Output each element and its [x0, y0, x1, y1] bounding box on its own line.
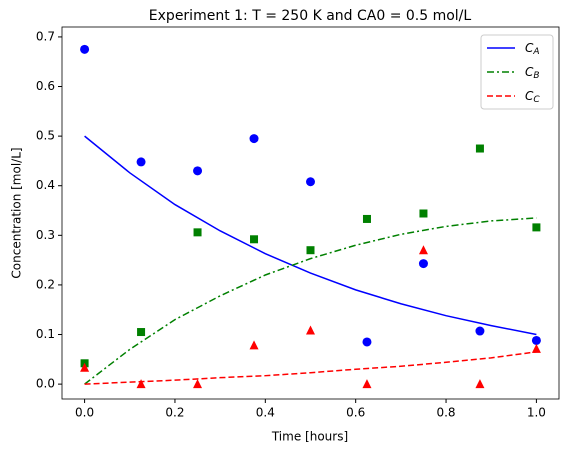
- point: [306, 246, 315, 255]
- x-tick-label: 0.0: [75, 406, 94, 420]
- x-tick-label: 0.8: [436, 406, 455, 420]
- point: [250, 235, 259, 244]
- plot-frame: [61, 26, 560, 400]
- y-axis-label: Concentration [mol/L]: [10, 147, 24, 278]
- point: [532, 223, 541, 232]
- y-tick-label: 0.1: [36, 327, 55, 341]
- point: [475, 326, 485, 336]
- point: [475, 379, 485, 389]
- point: [362, 379, 372, 389]
- line-series: [84, 217, 537, 385]
- y-tick-label: 0.7: [36, 29, 55, 43]
- y-tick-label: 0.2: [36, 277, 55, 291]
- point: [362, 337, 372, 347]
- point: [306, 177, 315, 187]
- y-tick-label: 0.5: [36, 129, 55, 143]
- point: [531, 335, 541, 345]
- x-tick-label: 0.4: [256, 406, 275, 420]
- x-tick-label: 0.2: [165, 406, 184, 420]
- legend-label: CC: [525, 89, 540, 105]
- point: [193, 166, 203, 176]
- point: [418, 259, 428, 269]
- y-tick-label: 0.0: [36, 377, 55, 391]
- legend-label: CA: [525, 41, 540, 57]
- point: [80, 44, 90, 54]
- point: [193, 228, 202, 237]
- point: [362, 214, 371, 223]
- x-axis-label: Time [hours]: [271, 430, 348, 444]
- point: [531, 343, 541, 353]
- chart-title: Experiment 1: T = 250 K and CA0 = 0.5 mo…: [149, 8, 472, 24]
- point: [80, 362, 90, 372]
- point: [418, 245, 428, 255]
- x-tick-label: 1.0: [527, 406, 546, 420]
- point: [193, 379, 203, 389]
- point: [137, 328, 146, 337]
- line-series: [84, 135, 537, 336]
- y-tick-label: 0.6: [36, 79, 55, 93]
- point: [136, 379, 146, 389]
- y-tick-label: 0.3: [36, 228, 55, 242]
- x-tick-label: 0.6: [346, 406, 365, 420]
- point: [475, 144, 484, 153]
- point: [306, 325, 315, 335]
- line-series: [84, 351, 537, 385]
- legend-label: CB: [525, 65, 540, 81]
- legend-box: [480, 34, 554, 110]
- point: [419, 209, 428, 218]
- point: [249, 340, 259, 350]
- point: [136, 157, 146, 167]
- point: [249, 134, 259, 144]
- y-tick-label: 0.4: [36, 178, 55, 192]
